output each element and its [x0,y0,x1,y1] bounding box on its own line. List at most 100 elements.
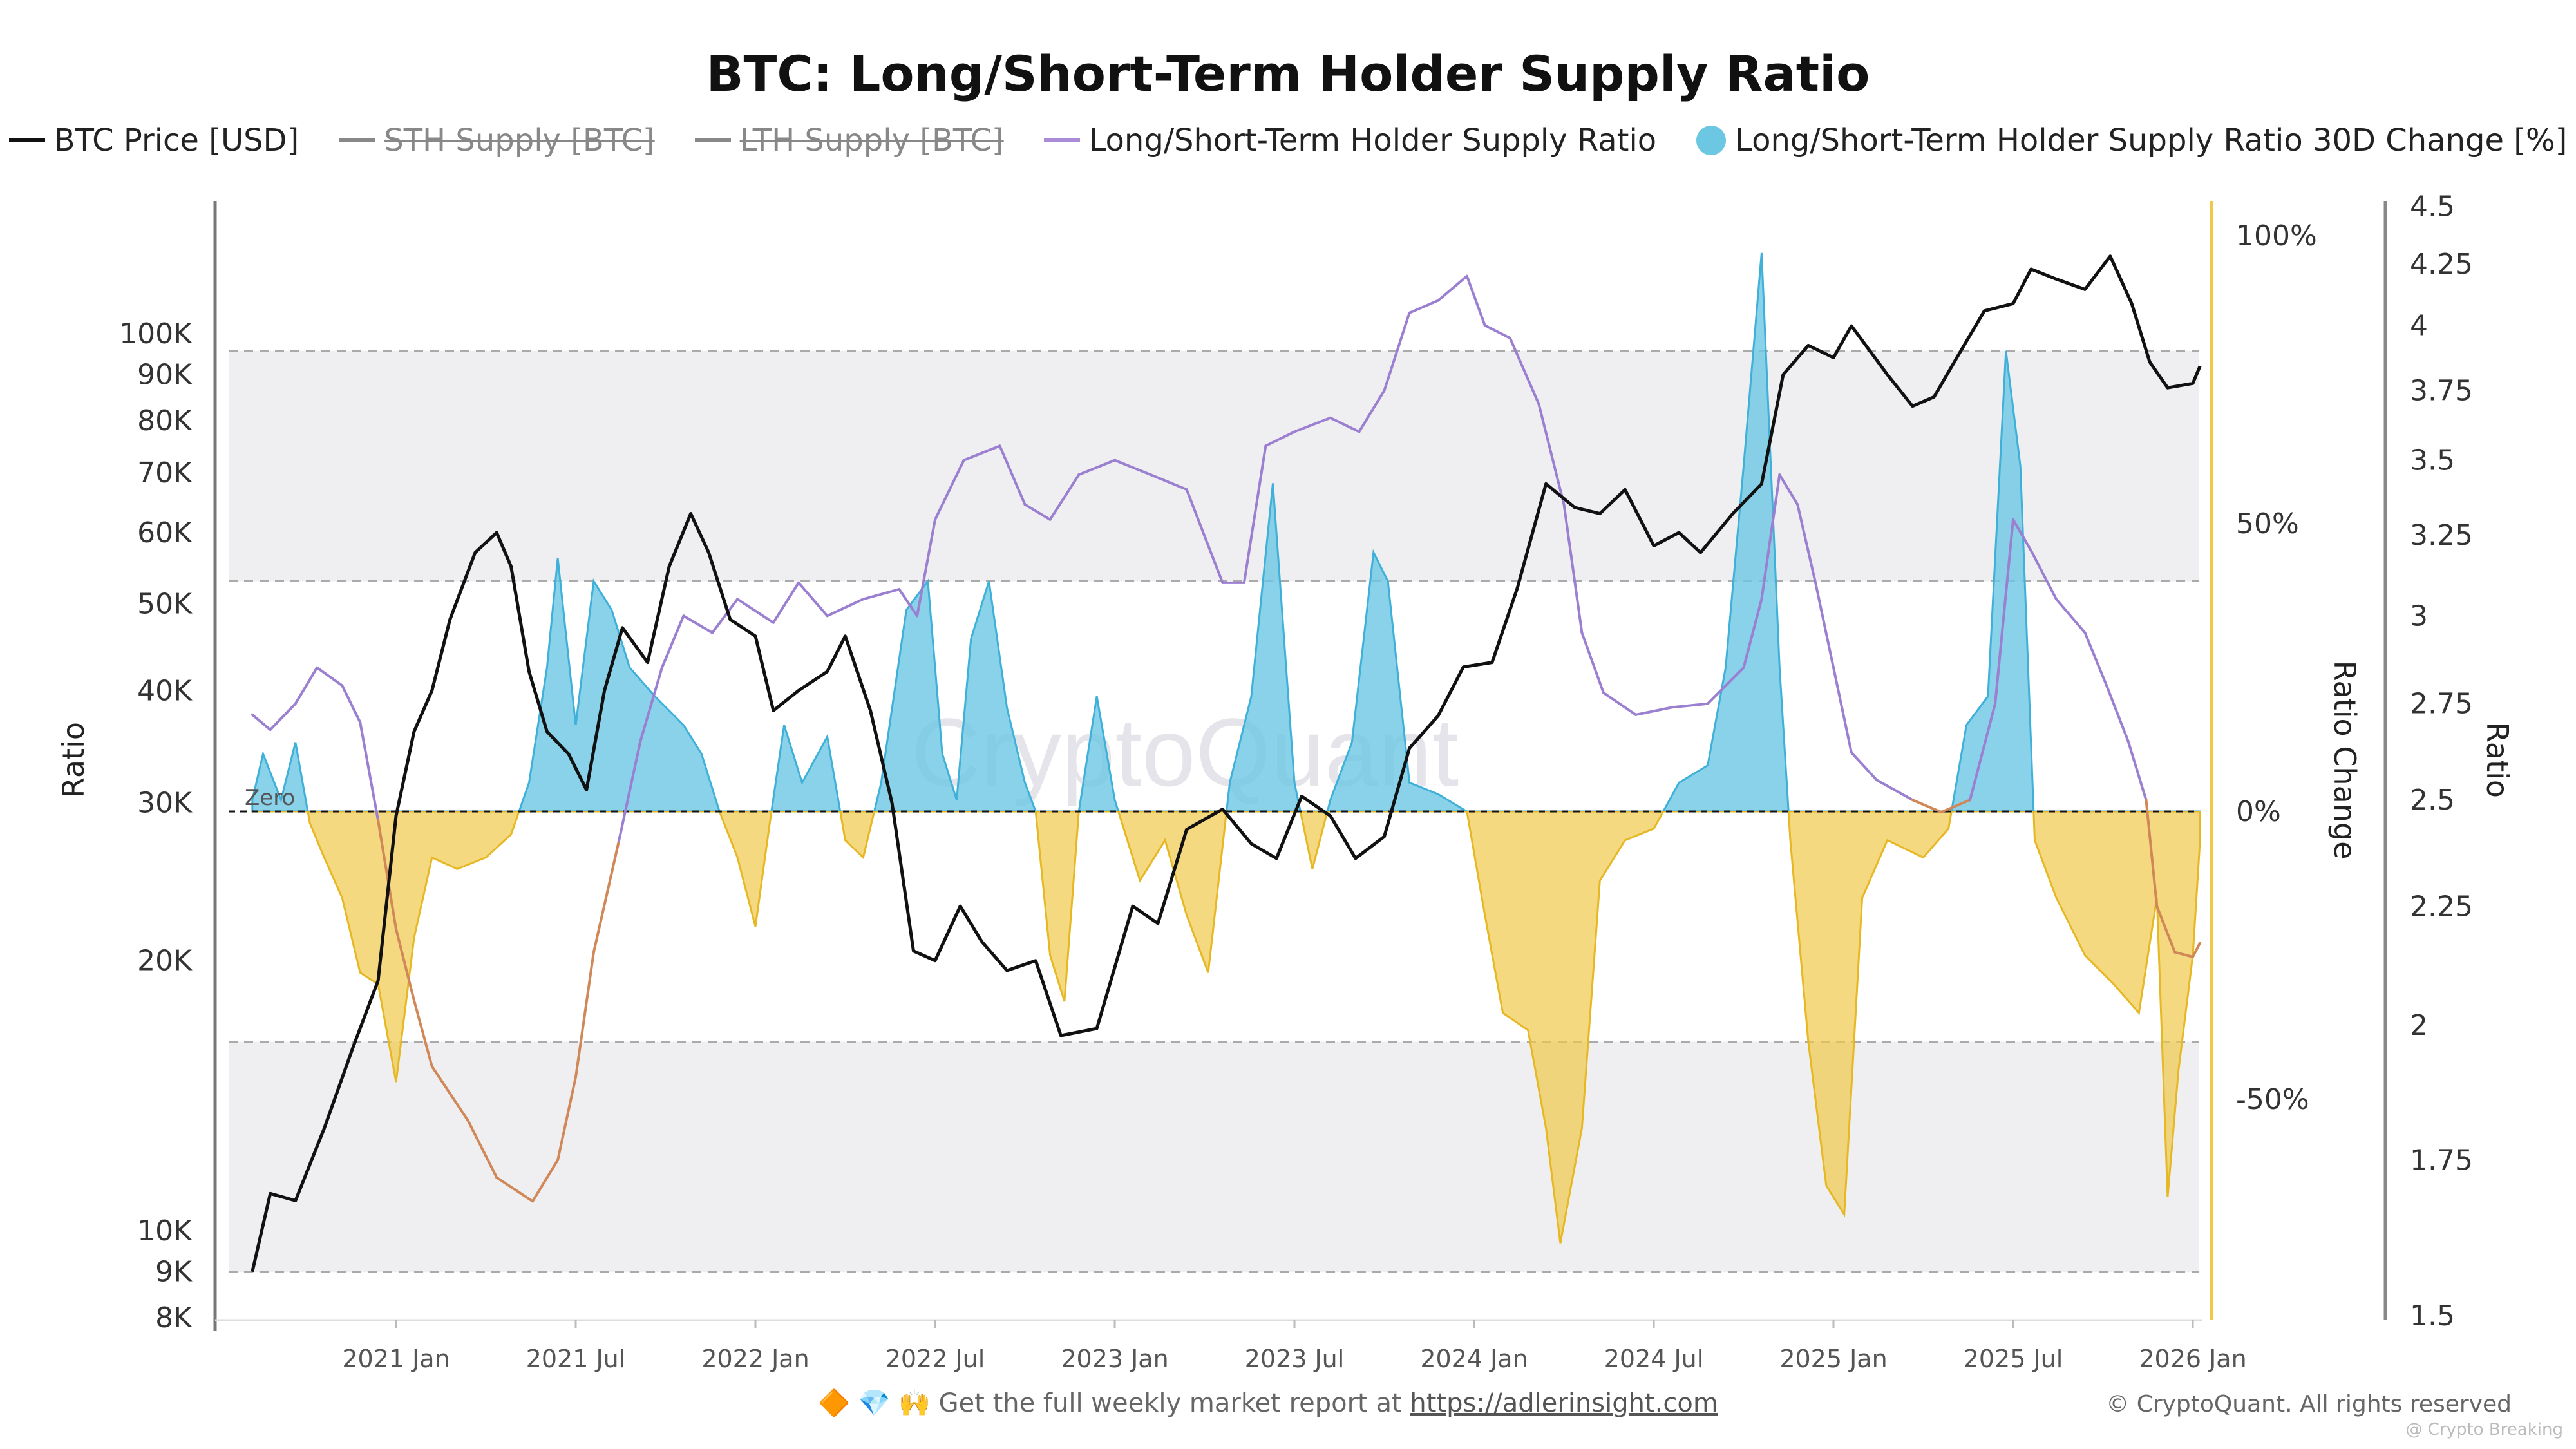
price-axis-tick: 50K [137,587,193,620]
ratio-line-segment [2029,549,2058,601]
ratio-line-segment [294,666,319,705]
ratio-line-segment [2192,942,2202,958]
ratio-line-segment [2083,631,2108,687]
copyright: © CryptoQuant. All rights reserved [2106,1391,2512,1417]
credit-watermark: @ Crypto Breaking [2405,1420,2563,1439]
x-axis-tick: 2024 Jan [1420,1345,1528,1373]
ratio-line-segment [430,1065,469,1122]
line-swatch-icon [1043,138,1080,142]
ratio-line-segment [1562,503,1584,634]
ratio-line-segment [2174,951,2194,958]
x-axis-tick: 2023 Jul [1245,1345,1345,1373]
ratio-axis-tick: 3.5 [2410,444,2455,477]
ratio-line-segment [1113,459,1152,477]
legend-item-ratio[interactable]: Long/Short-Term Holder Supply Ratio [1043,122,1656,158]
ratio-line-segment [2054,598,2087,634]
change-axis-tick: 0% [2236,795,2281,828]
btc-price-line [251,254,2202,1273]
ratio-axis-tick: 4.5 [2410,191,2455,223]
promo-link[interactable]: https://adlerinsight.com [1410,1388,1718,1418]
ratio-line-segment [711,598,739,634]
ratio-axis-tick: 2.75 [2410,688,2473,721]
ratio-line-segment [1602,691,1638,716]
ratio-axis-tick: 3.75 [2410,374,2473,407]
legend-item-ratio-change[interactable]: Long/Short-Term Holder Supply Ratio 30D … [1696,122,2567,158]
line-swatch-icon [8,138,45,142]
ratio-line-segment [1742,598,1763,669]
ratio-line-segment [1293,416,1332,433]
ratio-line-segment [1437,274,1468,302]
ratio-axis-tick: 3.25 [2410,519,2473,552]
ratio-axis-tick: 3 [2410,600,2428,632]
x-axis-tick: 2024 Jul [1604,1345,1704,1373]
footer-promo: 🔶 💎 🙌 Get the full weekly market report … [818,1388,1718,1418]
ratio-line-segment [1994,518,2014,705]
ratio-line-segment [1465,274,1486,327]
ratio-line-segment [2155,905,2177,954]
chart-title: BTC: Long/Short-Term Holder Supply Ratio [706,45,1870,102]
ratio-line-segment [1634,706,1673,716]
x-axis-tick: 2021 Jan [342,1345,450,1373]
ratio-line-segment [412,999,433,1068]
ratio-line-segment [2012,518,2032,553]
ratio-axis-tick: 1.5 [2410,1300,2455,1332]
ratio-line-segment [359,721,380,822]
ratio-axis-title: Ratio [2480,722,2515,798]
legend-label: STH Supply [BTC] [384,122,655,158]
ratio-line-segment [1760,473,1781,601]
ratio-line-segment [377,819,397,931]
ratio-line-segment [682,614,714,634]
ratio-line-segment [1023,503,1052,521]
ratio-line-segment [934,459,965,521]
x-axis-tick: 2025 Jul [1964,1345,2063,1373]
ratio-line-segment [1850,751,1878,782]
ratio-line-segment [2126,739,2148,802]
zero-label: Zero [245,785,295,811]
ratio-line-segment [316,666,344,687]
change-axis-title: Ratio Change [2327,661,2362,860]
price-axis-tick: 20K [137,945,193,978]
shaded-band [229,1041,2199,1273]
ratio-line-segment [251,713,272,732]
ratio-line-segment [772,581,800,624]
ratio-line-segment [998,444,1027,506]
ratio-line-segment [495,1176,535,1203]
price-axis-tick: 9K [155,1256,193,1289]
ratio-line-segment [962,444,1001,462]
ratio-line-segment [1537,402,1566,506]
legend-item-sth-supply[interactable]: STH Supply [BTC] [339,122,655,158]
ratio-axis-tick: 1.75 [2410,1144,2473,1177]
ratio-line-segment [1264,430,1296,448]
legend-item-lth-supply[interactable]: LTH Supply [BTC] [694,122,1004,158]
price-axis-tick: 70K [137,457,193,489]
ratio-line-segment [862,588,901,601]
price-axis-tick: 80K [137,404,193,437]
ratio-line-segment [660,614,685,669]
ratio-axis-tick: 2.25 [2410,890,2473,923]
ratio-line-segment [269,702,297,732]
ratio-line-segment [1814,581,1835,669]
price-axis-tick: 100K [119,317,193,350]
ratio-line-segment [574,951,595,1079]
ratio-line-segment [592,840,620,954]
ratio-line-segment [1911,799,1943,814]
price-axis-tick: 40K [137,674,193,707]
legend: BTC Price [USD] STH Supply [BTC] LTH Sup… [0,122,2576,158]
ratio-line-segment [1408,299,1440,314]
ratio-line-segment [639,666,663,743]
price-axis-tick: 90K [137,359,193,392]
ratio-line-segment [341,684,362,724]
ratio-line-segment [556,1075,577,1162]
ratio-line-segment [531,1159,560,1203]
ratio-line-segment [1358,389,1386,433]
ratio-line-segment [395,927,415,1002]
line-swatch-icon [694,138,731,142]
x-axis-tick: 2022 Jul [886,1345,985,1373]
ratio-line-segment [1969,702,1997,802]
ratio-axis-tick: 2 [2410,1009,2428,1042]
ratio-line-segment [2105,684,2130,743]
ratio-line-segment [826,598,865,618]
legend-item-btc-price[interactable]: BTC Price [USD] [8,122,299,158]
price-axis-tick: 30K [137,786,193,819]
